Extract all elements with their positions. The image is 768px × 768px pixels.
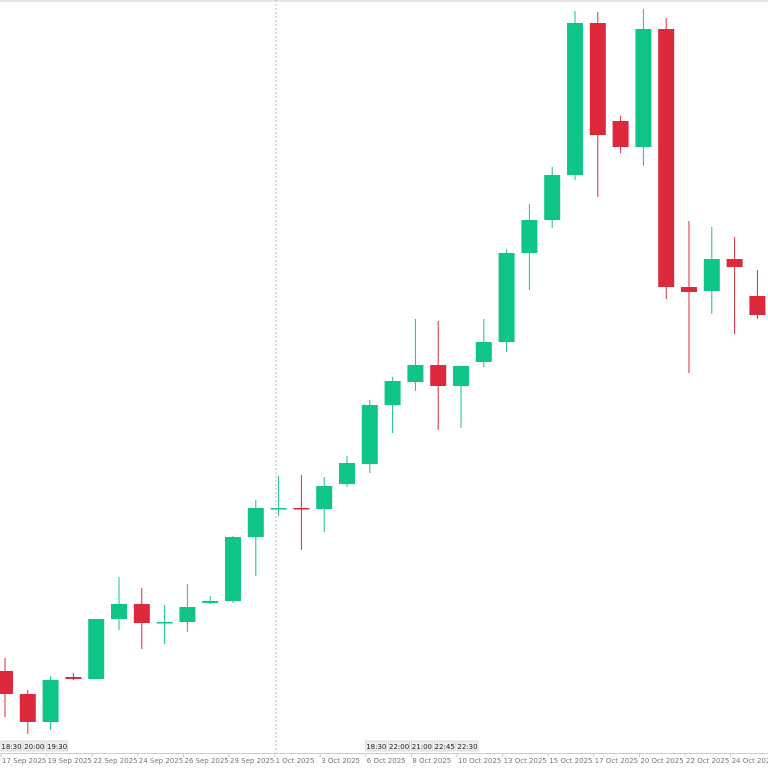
x-tick-label: 22 Oct 2025 xyxy=(686,757,729,765)
x-tick-label: 19 Sep 2025 xyxy=(48,757,92,765)
candle-body xyxy=(407,365,424,382)
x-tick-label: 3 Oct 2025 xyxy=(321,757,360,765)
candle-body xyxy=(179,607,196,622)
time-label: 19:30 xyxy=(47,743,67,751)
candle-body xyxy=(133,604,150,623)
candle-body xyxy=(453,366,469,386)
candle-body xyxy=(19,694,36,722)
time-label: 22:00 xyxy=(389,743,409,751)
candle-body xyxy=(384,381,401,405)
x-tick-label: 13 Oct 2025 xyxy=(504,757,547,765)
x-tick-label: 29 Sep 2025 xyxy=(230,757,274,765)
x-tick-label: 26 Sep 2025 xyxy=(184,757,228,765)
candle-body xyxy=(0,671,13,694)
candle-body xyxy=(521,220,538,253)
candle-body xyxy=(65,677,82,679)
x-tick-label: 24 Sep 2025 xyxy=(139,757,183,765)
candle-body xyxy=(42,680,59,722)
candle-body xyxy=(681,287,697,292)
x-tick-label: 6 Oct 2025 xyxy=(367,757,406,765)
candle-body xyxy=(293,508,310,510)
x-tick-label: 1 Oct 2025 xyxy=(276,757,315,765)
time-label-box xyxy=(411,740,433,752)
x-tick-label: 22 Sep 2025 xyxy=(93,757,137,765)
time-label: 21:00 xyxy=(412,743,432,751)
x-tick-label: 15 Oct 2025 xyxy=(549,757,592,765)
time-label-box xyxy=(0,740,23,752)
candle-body xyxy=(247,508,264,537)
candle-body xyxy=(703,259,720,291)
x-tick-label: 10 Oct 2025 xyxy=(458,757,501,765)
candle-body xyxy=(498,253,515,342)
candle-body xyxy=(475,342,492,362)
time-label: 20:00 xyxy=(24,743,44,751)
candle-body xyxy=(726,259,743,267)
candle-body xyxy=(635,29,652,147)
candle-body xyxy=(270,508,287,510)
time-label-box xyxy=(388,740,410,752)
candle-body xyxy=(156,622,173,624)
time-label: 22:30 xyxy=(457,743,477,751)
x-tick-label: 20 Oct 2025 xyxy=(640,757,683,765)
candle-body xyxy=(430,365,447,386)
candle-body xyxy=(589,23,606,135)
candle-body xyxy=(567,23,583,175)
candle-body xyxy=(339,463,355,484)
x-tick-label: 17 Sep 2025 xyxy=(2,757,46,765)
candle-body xyxy=(544,175,561,220)
time-label: 18:30 xyxy=(366,743,386,751)
time-label: 22:45 xyxy=(435,743,455,751)
x-tick-label: 24 Oct 2025 xyxy=(732,757,768,765)
x-tick-label: 8 Oct 2025 xyxy=(412,757,451,765)
candle-body xyxy=(88,619,105,679)
time-label-box xyxy=(433,740,456,752)
candle-body xyxy=(225,537,241,601)
time-label-box xyxy=(46,740,68,752)
candle-body xyxy=(361,405,378,464)
candle-body xyxy=(612,121,629,147)
candle-body xyxy=(316,486,333,509)
time-label-box xyxy=(23,740,46,752)
candle-body xyxy=(202,601,219,603)
time-label: 18:30 xyxy=(1,743,21,751)
time-label-box xyxy=(456,740,479,752)
candle-body xyxy=(111,604,127,619)
x-tick-label: 17 Oct 2025 xyxy=(595,757,638,765)
candle-body xyxy=(658,29,675,287)
candle-body xyxy=(749,296,766,315)
time-label-box xyxy=(365,740,388,752)
